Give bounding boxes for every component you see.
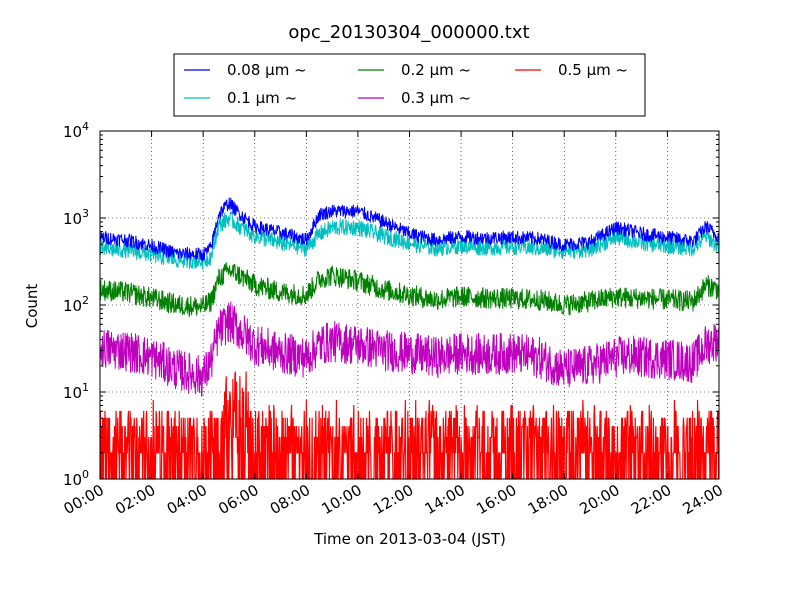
x-tick-label: 18:00 [525,481,571,518]
legend-label: 0.3 μm ~ [401,89,471,107]
legend-label: 0.2 μm ~ [401,61,471,79]
x-tick-label: 08:00 [267,481,313,518]
y-axis-label: Count [23,284,41,329]
series-line-2 [99,262,720,317]
x-tick-label: 24:00 [680,481,726,518]
x-tick-label: 16:00 [473,481,519,518]
x-tick-label: 14:00 [422,481,468,518]
x-tick-label: 22:00 [628,481,674,518]
series-line-4 [99,371,720,480]
x-tick-label: 02:00 [112,481,158,518]
x-axis-label: Time on 2013-03-04 (JST) [313,530,506,548]
legend-label: 0.08 μm ~ [227,61,307,79]
series-lines [99,197,720,480]
x-tick-label: 04:00 [164,481,210,518]
series-line-0 [99,197,720,262]
series-line-1 [99,211,720,270]
series-line-3 [99,301,720,397]
x-tick-label: 10:00 [318,481,364,518]
chart-title: opc_20130304_000000.txt [288,22,529,43]
y-tick-label: 102 [63,294,89,315]
x-tick-label: 06:00 [215,481,261,518]
y-tick-label: 100 [63,468,89,489]
y-axis: 100 101 102 103 104 [63,120,719,489]
legend-label: 0.1 μm ~ [227,89,297,107]
x-tick-label: 20:00 [576,481,622,518]
y-tick-label: 103 [63,207,89,228]
legend-label: 0.5 μm ~ [558,61,628,79]
y-tick-label: 104 [63,120,89,141]
y-tick-label: 101 [63,381,89,402]
x-tick-label: 12:00 [370,481,416,518]
legend-frame [173,53,646,117]
legend: 0.08 μm ~ 0.1 μm ~ 0.2 μm ~ 0.3 μm ~ 0.5 μm … [173,53,646,117]
